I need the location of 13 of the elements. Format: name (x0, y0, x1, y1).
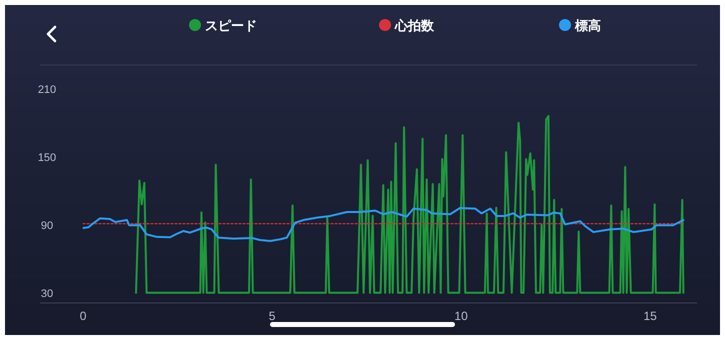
y-tick-label: 150 (38, 152, 56, 164)
x-tick-label: 10 (454, 309, 468, 323)
legend-label: スピード (205, 18, 257, 33)
x-tick-label: 5 (268, 309, 276, 323)
legend-label: 標高 (574, 18, 601, 33)
y-tick-label: 30 (40, 288, 54, 300)
x-tick-label: 15 (643, 309, 658, 323)
line-series (135, 115, 684, 294)
y-tick-label: 210 (38, 84, 56, 96)
y-tick-label: 90 (40, 220, 54, 232)
x-tick-label: 0 (80, 309, 87, 323)
legend-label: 心拍数 (394, 18, 435, 33)
line-series (82, 207, 684, 242)
